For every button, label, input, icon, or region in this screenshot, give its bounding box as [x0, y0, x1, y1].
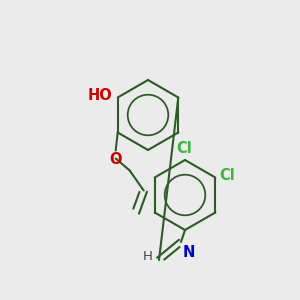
Text: Cl: Cl: [176, 141, 192, 156]
Text: N: N: [183, 245, 195, 260]
Text: H: H: [143, 250, 153, 262]
Text: O: O: [110, 152, 122, 167]
Text: Cl: Cl: [219, 168, 235, 183]
Text: HO: HO: [88, 88, 113, 103]
